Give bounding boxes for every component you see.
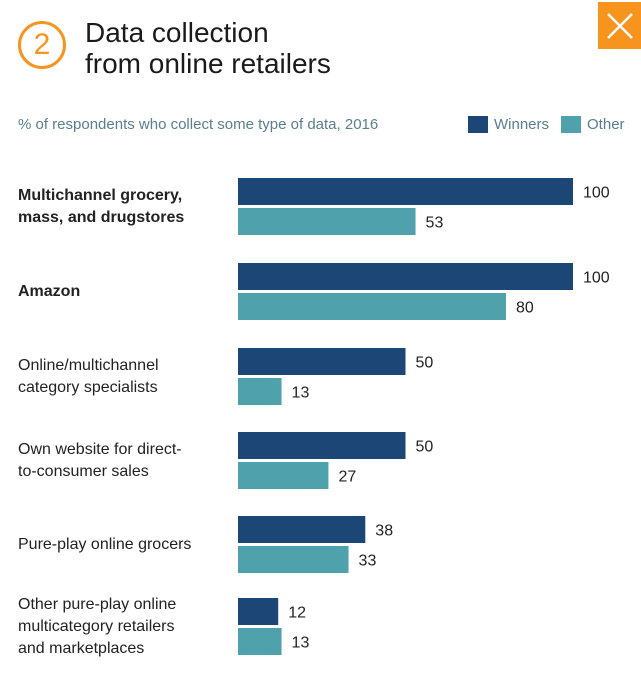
category-label: Other pure-play online multicategory ret… <box>18 594 228 660</box>
data-label: 33 <box>359 553 377 570</box>
data-label: 50 <box>416 439 434 456</box>
legend: Winners Other <box>468 116 625 133</box>
legend-item-winners: Winners <box>468 116 549 133</box>
category-label: Pure-play online grocers <box>18 534 228 556</box>
bar-other <box>238 628 282 655</box>
category-label: Amazon <box>18 281 228 303</box>
step-number: 2 <box>33 28 51 61</box>
bar-winners <box>238 178 573 205</box>
title-line-1: Data collection <box>85 17 269 48</box>
category-label-text: Amazon <box>18 282 81 300</box>
category-label-text: Pure-play online grocers <box>18 535 192 553</box>
bar-other <box>238 462 329 489</box>
category-label-text: Other pure-play online multicategory ret… <box>18 595 177 657</box>
category-label-text: Multichannel grocery, mass, and drugstor… <box>18 186 185 226</box>
legend-label-winners: Winners <box>494 116 550 133</box>
data-label: 53 <box>426 215 444 232</box>
title-line-2: from online retailers <box>85 48 331 79</box>
step-badge: 2 <box>18 21 66 69</box>
data-label: 50 <box>416 355 434 372</box>
bar-other <box>238 208 416 235</box>
bar-winners <box>238 348 406 375</box>
chart-subtitle: % of respondents who collect some type o… <box>18 116 379 133</box>
category-label-text: Own website for direct- to-consumer sale… <box>18 440 182 480</box>
data-label: 80 <box>516 300 534 317</box>
data-label: 100 <box>583 270 610 287</box>
data-label: 100 <box>583 185 610 202</box>
data-label: 27 <box>338 469 356 486</box>
legend-label-other: Other <box>587 116 625 133</box>
data-label: 13 <box>292 385 310 402</box>
bar-winners <box>238 432 406 459</box>
category-label-text: Online/multichannel category specialists <box>18 356 159 396</box>
legend-swatch-winners <box>468 116 488 133</box>
legend-swatch-other <box>561 116 582 133</box>
bar-winners <box>238 516 366 543</box>
bar-other <box>238 378 282 405</box>
category-label: Online/multichannel category specialists <box>18 355 228 399</box>
category-label: Multichannel grocery, mass, and drugstor… <box>18 185 228 229</box>
category-label: Own website for direct- to-consumer sale… <box>18 439 228 483</box>
legend-item-other: Other <box>561 116 625 133</box>
data-label: 12 <box>288 605 306 622</box>
bar-other <box>238 546 349 573</box>
bar-other <box>238 293 506 320</box>
bar-winners <box>238 598 279 625</box>
data-label: 13 <box>292 635 310 652</box>
chart-title: Data collection from online retailers <box>85 17 331 79</box>
close-button[interactable] <box>598 2 641 49</box>
close-icon <box>606 12 633 39</box>
bar-winners <box>238 263 573 290</box>
data-label: 38 <box>375 523 393 540</box>
